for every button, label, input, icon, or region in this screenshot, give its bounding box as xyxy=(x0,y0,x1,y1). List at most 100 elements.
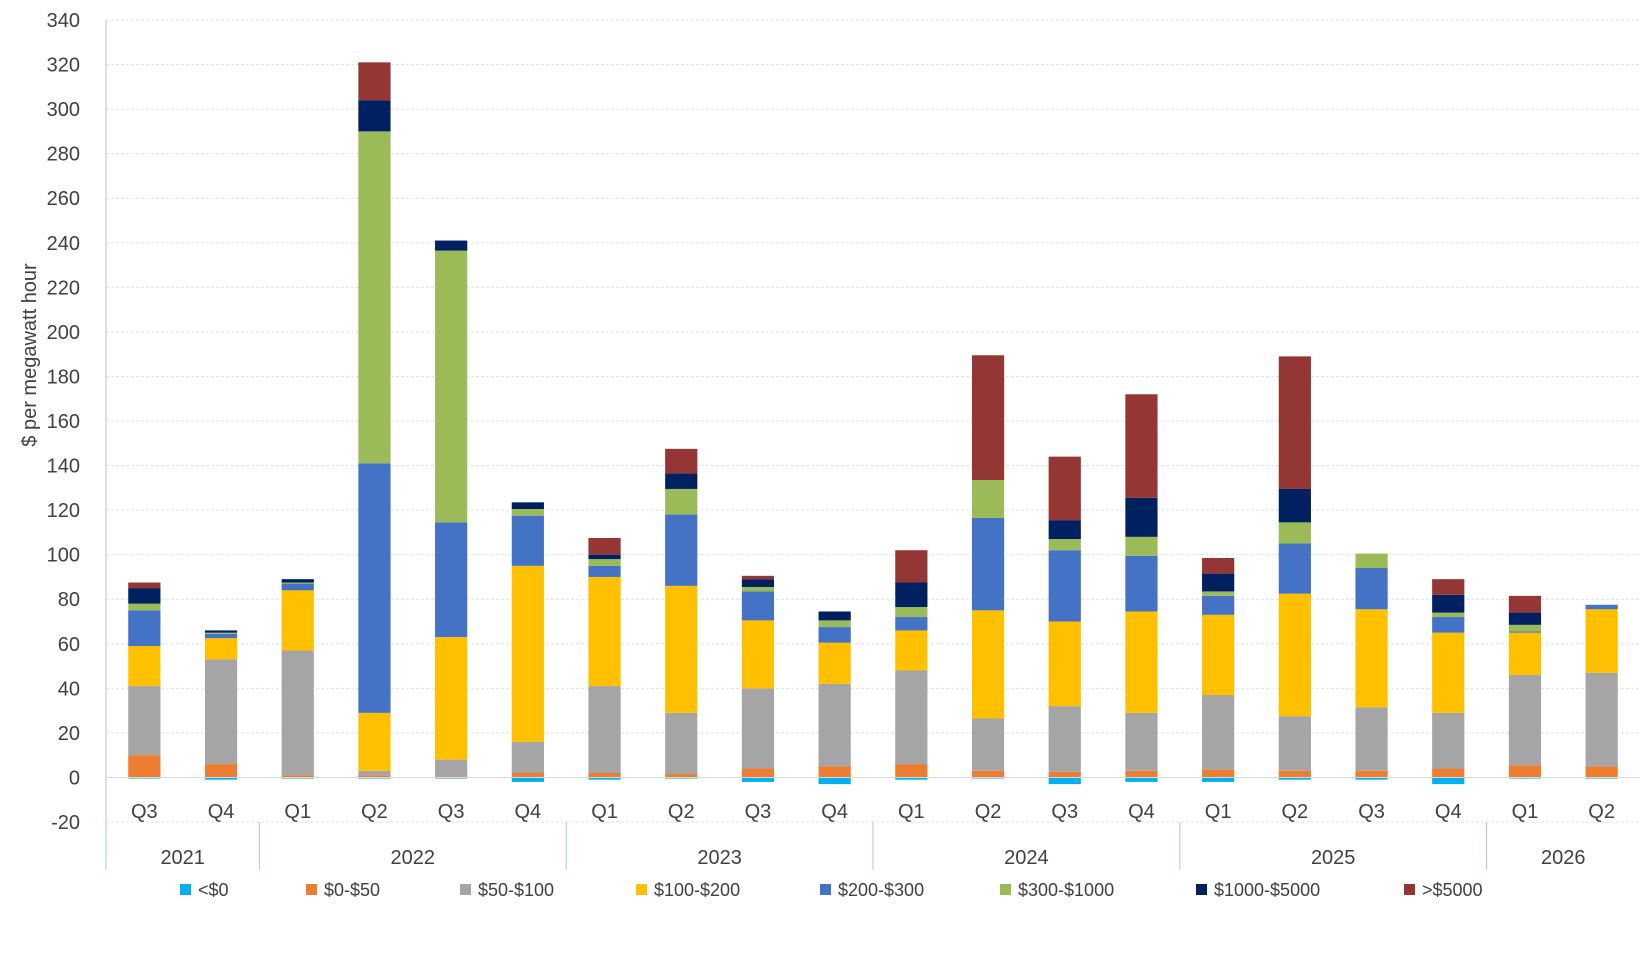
bar-segment xyxy=(128,588,161,604)
bar-segment xyxy=(818,766,851,778)
x-year-label: 2021 xyxy=(160,847,205,869)
bar-segment xyxy=(1202,573,1235,592)
legend-swatch xyxy=(306,884,317,895)
bar-segment xyxy=(358,131,391,464)
bar-segment xyxy=(588,565,621,577)
y-tick-label: 240 xyxy=(47,233,80,255)
y-axis-title: $ per megawatt hour xyxy=(19,263,41,447)
y-tick-label: 120 xyxy=(47,500,80,522)
bar-segment xyxy=(511,777,544,782)
bar-segment xyxy=(1125,770,1158,778)
bar-segment xyxy=(1432,768,1465,778)
bar-segment xyxy=(204,777,238,780)
bar-segment xyxy=(1125,777,1158,782)
bar-segment xyxy=(358,62,391,101)
bar-segment xyxy=(665,488,698,515)
bar-segment xyxy=(358,775,391,778)
x-year-label: 2023 xyxy=(697,847,742,869)
x-quarter-label: Q4 xyxy=(1435,801,1462,823)
bar-segment xyxy=(818,642,851,684)
bar-segment xyxy=(895,617,928,631)
bar-segment xyxy=(1508,632,1542,675)
bar-segment xyxy=(1355,568,1388,610)
bar-segment xyxy=(435,776,468,778)
bar-segment xyxy=(1125,536,1158,556)
bar-segment xyxy=(741,586,775,592)
bar-segment xyxy=(588,576,621,687)
legend-swatch xyxy=(1000,884,1011,895)
legend-label: $100-$200 xyxy=(654,880,740,900)
bar-segment xyxy=(358,770,391,776)
y-axis-tick-labels: -20 0 20 40 60 80 100 120 140 160 180 200 220 240 260 2… xyxy=(47,10,80,834)
bar-segment xyxy=(895,550,928,583)
bar-segment xyxy=(818,683,851,767)
legend-swatch xyxy=(180,884,191,895)
bar-segment xyxy=(281,777,314,779)
bar-segment xyxy=(1355,770,1388,778)
bar-segment xyxy=(1048,550,1081,622)
bar-segment xyxy=(971,770,1005,778)
y-tick-label: 200 xyxy=(47,322,80,344)
bar-segment xyxy=(358,100,391,132)
bar-segment xyxy=(1432,712,1465,769)
bar-segment xyxy=(204,764,238,778)
bar-segment xyxy=(435,240,468,251)
bar-segment xyxy=(511,741,544,773)
bar-segment xyxy=(895,582,928,608)
bar-segment xyxy=(1278,522,1311,544)
bar-segment xyxy=(818,777,851,785)
bar-segment xyxy=(1508,765,1542,778)
bar-segment xyxy=(1585,672,1618,767)
x-year-label: 2025 xyxy=(1311,847,1356,869)
bar-segment xyxy=(1202,591,1235,596)
bar-segment xyxy=(1278,716,1311,771)
bar-segment xyxy=(1432,579,1465,595)
bar-segment xyxy=(895,630,928,671)
bar-segment xyxy=(511,508,544,516)
bar-segment xyxy=(128,777,161,779)
bar-segment xyxy=(128,610,161,647)
bar-segment xyxy=(511,772,544,778)
bar-segment xyxy=(1202,769,1235,778)
bar-segment xyxy=(281,775,314,778)
x-quarter-label: Q1 xyxy=(284,801,311,823)
x-quarter-label: Q3 xyxy=(131,801,158,823)
bar-segment xyxy=(435,759,468,777)
x-quarter-label: Q2 xyxy=(361,801,388,823)
bar-segment xyxy=(588,772,621,778)
bar-segment xyxy=(818,627,851,643)
bar-segment xyxy=(665,712,698,775)
bar-segment xyxy=(204,633,238,639)
y-tick-label: 320 xyxy=(47,55,80,77)
x-quarter-label: Q2 xyxy=(1282,801,1309,823)
y-tick-label: -20 xyxy=(51,812,80,834)
bar-segment xyxy=(435,250,468,523)
bar-segment xyxy=(204,632,238,634)
bar-segment xyxy=(588,559,621,566)
bar-segment xyxy=(1048,621,1081,707)
bar-segment xyxy=(1125,394,1158,498)
legend-label: >$5000 xyxy=(1422,880,1483,900)
legend-swatch xyxy=(636,884,647,895)
y-tick-label: 60 xyxy=(58,634,80,656)
bar-segment xyxy=(1048,520,1081,540)
bar-segment xyxy=(281,590,314,651)
bar-segment xyxy=(818,620,851,628)
bar-segment xyxy=(971,355,1005,481)
bar-segment xyxy=(435,637,468,760)
bar-segment xyxy=(1278,356,1311,489)
x-year-label: 2022 xyxy=(391,847,436,869)
bar-segment xyxy=(281,583,314,591)
bar-segment xyxy=(1508,624,1542,632)
bar-segment xyxy=(128,582,161,589)
bar-segment xyxy=(1278,543,1311,594)
y-tick-label: 260 xyxy=(47,188,80,210)
y-tick-label: 80 xyxy=(58,589,80,611)
bar-segment xyxy=(281,579,314,583)
bar-segment xyxy=(971,480,1005,518)
x-quarter-label: Q2 xyxy=(1588,801,1615,823)
legend-label: $300-$1000 xyxy=(1018,880,1114,900)
bar-segment xyxy=(1508,674,1542,766)
legend-label: $50-$100 xyxy=(478,880,554,900)
